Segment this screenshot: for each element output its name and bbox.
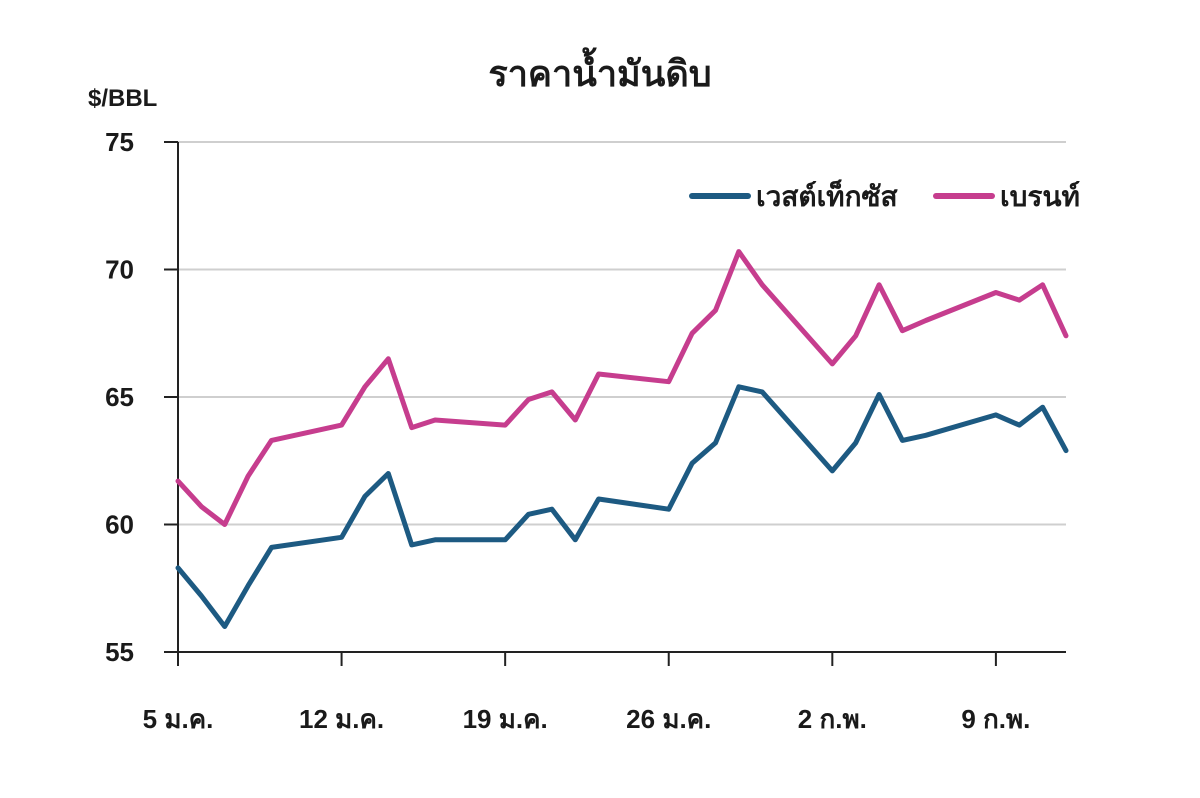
y-tick-label: 70 [105, 255, 134, 285]
chart-title: ราคาน้ำมันดิบ [488, 47, 711, 94]
axes: 55 60 65 70 75 5 ม.ค. 12 ม.ค. 19 ม.ค. 26 ม.ค. 2 ก… [105, 127, 1066, 734]
legend: เวสต์เท็กซัส เบรนท์ [689, 179, 1080, 212]
x-tick-label: 26 ม.ค. [626, 704, 711, 734]
y-tick-label: 65 [105, 382, 134, 412]
x-tick-label: 19 ม.ค. [463, 704, 548, 734]
legend-label-0: เวสต์เท็กซัส [756, 179, 899, 212]
x-tick-label: 9 ก.พ. [961, 704, 1030, 734]
y-axis-unit-label: $/BBL [88, 85, 157, 112]
y-tick-label: 75 [105, 127, 134, 157]
y-tick-label: 55 [105, 637, 134, 667]
x-tick-label: 5 ม.ค. [143, 704, 214, 734]
x-tick-label: 12 ม.ค. [299, 704, 384, 734]
x-tick-label: 2 ก.พ. [798, 704, 867, 734]
gridlines [178, 141, 1066, 526]
series-line-1 [175, 249, 1069, 527]
series-lines [175, 249, 1069, 629]
legend-label-1: เบรนท์ [1000, 181, 1080, 212]
series-line-0 [175, 384, 1069, 629]
y-tick-label: 60 [105, 510, 134, 540]
